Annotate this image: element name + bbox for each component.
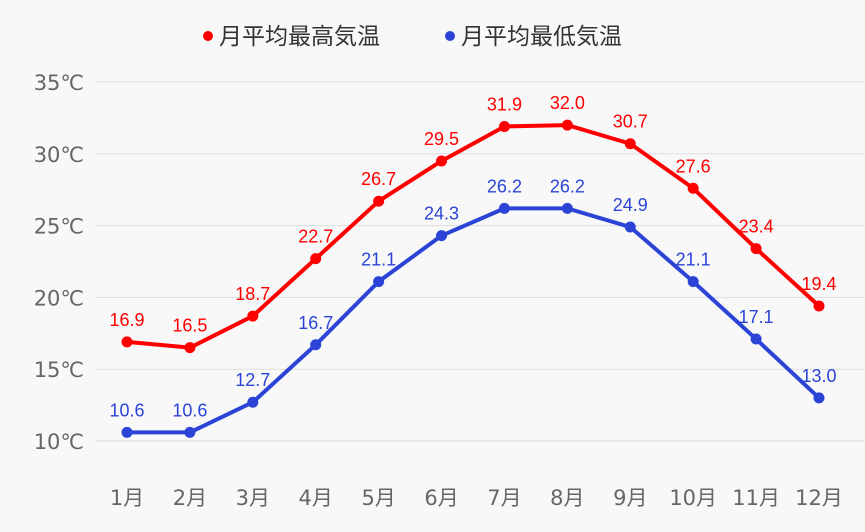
- data-label: 24.9: [613, 195, 648, 215]
- data-label: 22.7: [298, 227, 333, 247]
- data-label: 10.6: [172, 400, 207, 420]
- data-point: [373, 195, 385, 207]
- data-label: 30.7: [613, 112, 648, 132]
- x-tick-label: 2月: [173, 486, 207, 510]
- data-point: [498, 121, 510, 133]
- data-point: [436, 230, 448, 242]
- series-max: 16.9 16.5 18.7 22.7 26.7 29.5 31.9 32.0 30.7 27.6…: [109, 93, 837, 354]
- x-tick-label: 5月: [361, 486, 395, 510]
- y-tick-label: 30℃: [34, 143, 84, 167]
- legend-label: 月平均最高気温: [219, 24, 380, 50]
- data-point: [624, 138, 636, 150]
- data-label: 24.3: [424, 204, 459, 224]
- data-label: 19.4: [801, 274, 836, 294]
- series-line: [126, 123, 821, 350]
- x-tick-label: 8月: [550, 486, 584, 510]
- x-tick-label: 4月: [299, 486, 333, 510]
- data-point: [624, 221, 636, 233]
- series-group: 16.9 16.5 18.7 22.7 26.7 29.5 31.9 32.0 30.7 27.6…: [109, 93, 837, 438]
- data-point: [247, 310, 259, 322]
- data-label: 32.0: [550, 93, 585, 113]
- data-label: 10.6: [109, 400, 144, 420]
- grid-lines: [96, 81, 865, 442]
- data-point: [247, 396, 259, 408]
- data-point: [436, 155, 448, 167]
- data-point: [561, 119, 573, 131]
- legend-marker: [445, 31, 455, 41]
- data-label: 16.7: [298, 313, 333, 333]
- data-point: [310, 339, 322, 351]
- data-point: [750, 333, 762, 345]
- x-tick-label: 10月: [669, 486, 717, 510]
- x-axis: 1月 2月 3月 4月 5月 6月 7月 8月 9月 10月 11月 12月: [110, 486, 843, 510]
- data-label: 26.2: [550, 176, 585, 196]
- data-label: 27.6: [676, 156, 711, 176]
- y-tick-label: 15℃: [34, 358, 84, 382]
- series-line: [127, 206, 821, 435]
- data-point: [687, 276, 699, 288]
- data-point: [121, 336, 133, 348]
- data-point: [498, 202, 510, 214]
- data-point: [561, 202, 573, 214]
- legend[interactable]: 月平均最高気温 月平均最低気温: [203, 24, 622, 50]
- x-tick-label: 12月: [795, 486, 843, 510]
- data-point: [184, 342, 196, 354]
- x-tick-label: 9月: [613, 486, 647, 510]
- y-tick-label: 25℃: [34, 215, 84, 239]
- data-label: 16.5: [172, 316, 207, 336]
- data-label: 16.9: [109, 310, 144, 330]
- x-tick-label: 1月: [110, 486, 144, 510]
- x-tick-label: 3月: [236, 486, 270, 510]
- data-label: 13.0: [801, 366, 836, 386]
- legend-label: 月平均最低気温: [461, 24, 622, 50]
- x-tick-label: 11月: [732, 486, 780, 510]
- data-point: [373, 276, 385, 288]
- data-label: 18.7: [235, 284, 270, 304]
- data-label: 26.7: [361, 169, 396, 189]
- data-label: 31.9: [487, 95, 522, 115]
- y-tick-label: 20℃: [34, 286, 84, 310]
- data-point: [687, 182, 699, 194]
- data-point: [184, 426, 196, 438]
- data-point: [750, 243, 762, 255]
- y-tick-label: 35℃: [34, 71, 84, 95]
- x-tick-label: 6月: [424, 486, 458, 510]
- data-point: [813, 392, 825, 404]
- data-label: 21.1: [676, 250, 711, 270]
- data-label: 23.4: [739, 217, 774, 237]
- data-label: 26.2: [487, 176, 522, 196]
- data-label: 21.1: [361, 250, 396, 270]
- data-point: [813, 300, 825, 312]
- data-label: 17.1: [739, 307, 774, 327]
- data-label: 12.7: [235, 370, 270, 390]
- legend-marker: [203, 31, 213, 41]
- data-label: 29.5: [424, 129, 459, 149]
- data-point: [121, 426, 133, 438]
- y-tick-label: 10℃: [34, 430, 84, 454]
- x-tick-label: 7月: [487, 486, 521, 510]
- series-min: 10.6 10.6 12.7 16.7 21.1 24.3 26.2 26.2 24.9 21.1…: [109, 176, 837, 438]
- y-axis: 10℃ 15℃ 20℃ 25℃ 30℃ 35℃: [34, 71, 84, 454]
- data-point: [310, 253, 322, 265]
